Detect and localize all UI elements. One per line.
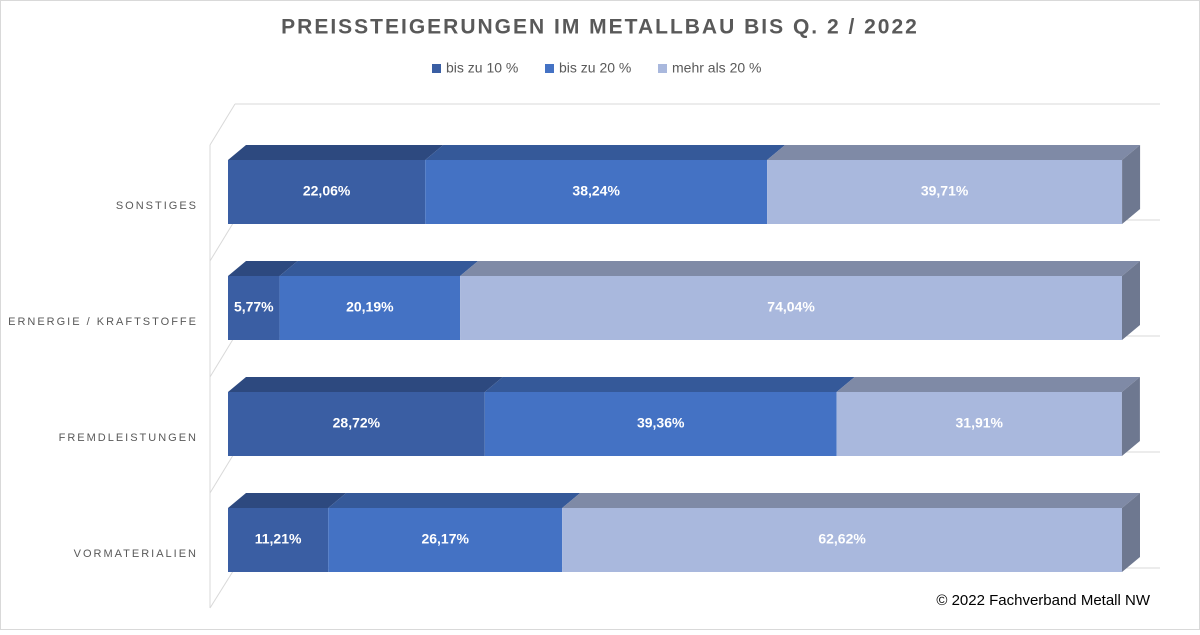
data-label: 39,36% bbox=[637, 415, 685, 431]
bar-top-face bbox=[228, 493, 347, 508]
data-label: 22,06% bbox=[303, 183, 351, 199]
legend-label: bis zu 20 % bbox=[559, 60, 631, 76]
bar-top-face bbox=[228, 261, 298, 276]
bar-top-face bbox=[562, 493, 1140, 508]
bar bbox=[562, 508, 1122, 572]
footnote: © 2022 Fachverband Metall NW bbox=[936, 592, 1150, 609]
chart-title: PREISSTEIGERUNGEN IM METALLBAU BIS Q. 2 … bbox=[281, 16, 919, 39]
y-tick-label: FREMDLEISTUNGEN bbox=[59, 432, 198, 444]
bar bbox=[228, 508, 329, 572]
bar bbox=[228, 276, 280, 340]
bar bbox=[836, 392, 1122, 456]
bar bbox=[484, 392, 837, 456]
data-label: 5,77% bbox=[234, 299, 274, 315]
data-label: 26,17% bbox=[421, 531, 469, 547]
y-tick-label: ERNERGIE / KRAFTSTOFFE bbox=[8, 316, 198, 328]
y-tick-label: SONSTIGES bbox=[116, 200, 198, 212]
bar-top-face bbox=[228, 145, 444, 160]
bar-side-face bbox=[1121, 377, 1140, 456]
bar-top-face bbox=[228, 377, 503, 392]
bar-side-face bbox=[1122, 261, 1140, 340]
bar-top-face bbox=[460, 261, 1140, 276]
data-label: 11,21% bbox=[255, 531, 302, 547]
bar-top-face bbox=[279, 261, 479, 276]
bar-top-face bbox=[836, 377, 1140, 392]
legend-swatch bbox=[545, 64, 554, 73]
bar bbox=[279, 276, 461, 340]
data-label: 74,04% bbox=[767, 299, 815, 315]
legend-label: mehr als 20 % bbox=[672, 60, 761, 76]
bar-side-face bbox=[1122, 145, 1141, 224]
y-tick-label: VORMATERIALIEN bbox=[74, 548, 198, 560]
legend-swatch bbox=[658, 64, 667, 73]
bar bbox=[228, 392, 485, 456]
bar bbox=[460, 276, 1122, 340]
legend-label: bis zu 10 % bbox=[446, 60, 518, 76]
bar-top-face bbox=[767, 145, 1141, 160]
legend-swatch bbox=[432, 64, 441, 73]
bar bbox=[228, 160, 426, 224]
data-label: 39,71% bbox=[921, 183, 969, 199]
bar-top-face bbox=[425, 145, 786, 160]
bar-top-face bbox=[328, 493, 581, 508]
bar-side-face bbox=[1122, 493, 1140, 572]
bar bbox=[425, 160, 768, 224]
bar bbox=[328, 508, 563, 572]
bar bbox=[767, 160, 1123, 224]
data-label: 28,72% bbox=[333, 415, 381, 431]
data-label: 20,19% bbox=[346, 299, 394, 315]
data-label: 31,91% bbox=[956, 415, 1004, 431]
data-label: 38,24% bbox=[572, 183, 620, 199]
data-label: 62,62% bbox=[818, 531, 866, 547]
bar-top-face bbox=[484, 377, 855, 392]
